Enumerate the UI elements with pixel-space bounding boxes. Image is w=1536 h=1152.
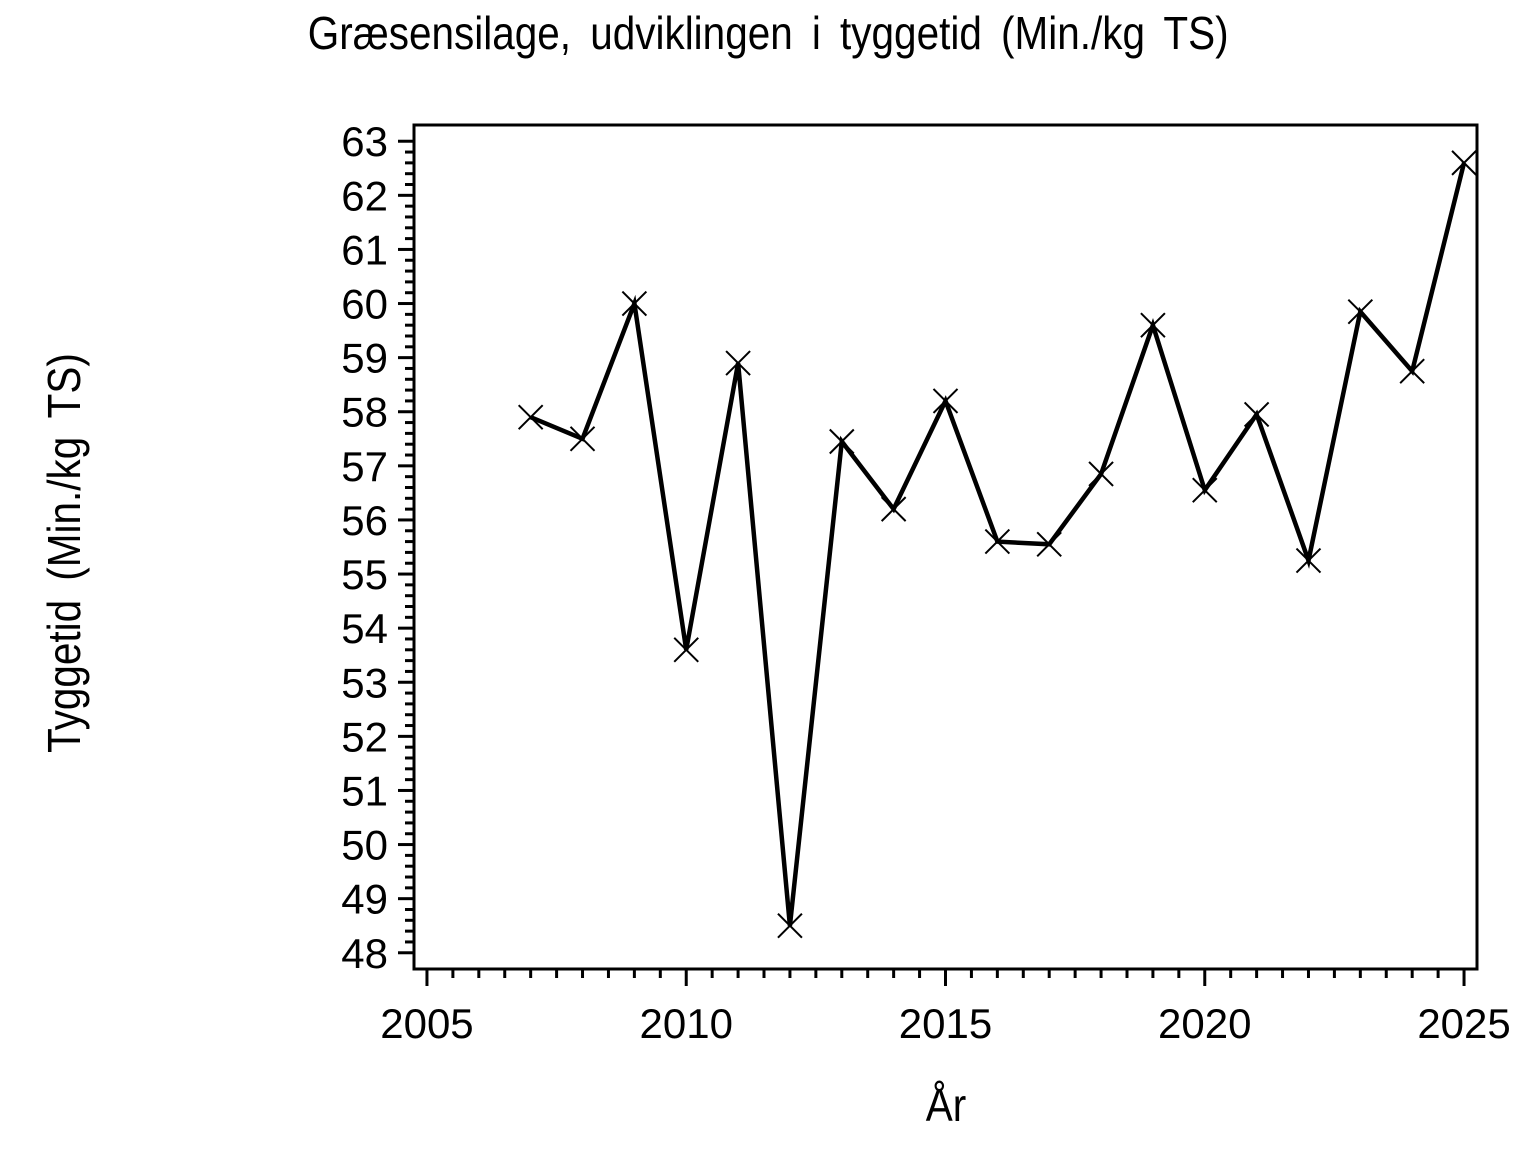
x-marker-icon [517,404,544,430]
x-marker-icon [673,637,699,663]
x-marker-icon [1399,358,1425,384]
x-tick-label: 2015 [899,1000,992,1047]
x-marker-icon [829,428,855,455]
x-axis-tick-labels: 2005 2010 2015 2020 2025 [380,1000,1511,1047]
y-tick-label: 49 [341,876,388,923]
x-marker-icon [725,350,751,376]
data-point-markers [517,150,1477,939]
y-tick-label: 54 [341,605,388,652]
chart-title-text: Græsensilage, udviklingen i tyggetid (Mi… [307,7,1229,59]
x-marker-icon [621,290,648,317]
y-tick-label: 53 [341,659,388,706]
y-axis-ticks [398,139,414,955]
x-marker-icon [984,528,1011,555]
x-axis-title: År [923,1078,969,1132]
y-tick-label: 51 [341,767,388,814]
x-marker-icon [1140,312,1166,338]
y-tick-label: 61 [341,226,388,273]
x-marker-icon [932,388,959,414]
y-tick-label: 48 [341,930,388,977]
x-marker-icon [880,496,907,522]
x-marker-icon [777,913,803,939]
y-tick-label: 57 [341,443,388,490]
x-tick-label: 2020 [1158,1000,1251,1047]
x-tick-label: 2025 [1417,1000,1510,1047]
x-marker-icon [1036,531,1062,558]
x-axis-title-text: År [925,1079,967,1131]
data-line [529,162,1467,926]
x-axis-ticks [425,969,1466,986]
y-tick-label: 55 [341,551,388,598]
y-tick-label: 60 [341,281,388,328]
x-marker-icon [1347,298,1374,325]
x-marker-icon [1451,150,1477,176]
y-tick-label: 58 [341,389,388,436]
y-tick-label: 63 [341,118,388,165]
x-marker-icon [1243,401,1270,428]
x-tick-label: 2005 [380,1000,473,1047]
x-marker-icon [569,426,596,452]
y-tick-label: 50 [341,822,388,869]
y-tick-label: 52 [341,713,388,760]
x-marker-icon [1088,461,1114,487]
x-marker-icon [1192,477,1218,503]
x-tick-label: 2010 [640,1000,733,1047]
y-tick-label: 56 [341,497,388,544]
chart-title: Græsensilage, udviklingen i tyggetid (Mi… [0,6,1536,61]
y-axis-tick-labels: 48 49 50 51 52 53 54 55 56 57 58 59 60 61 62 63 [341,118,388,977]
x-marker-icon [1295,547,1322,574]
y-tick-label: 59 [341,335,388,382]
y-tick-label: 62 [341,172,388,219]
plot-frame [412,123,1479,971]
